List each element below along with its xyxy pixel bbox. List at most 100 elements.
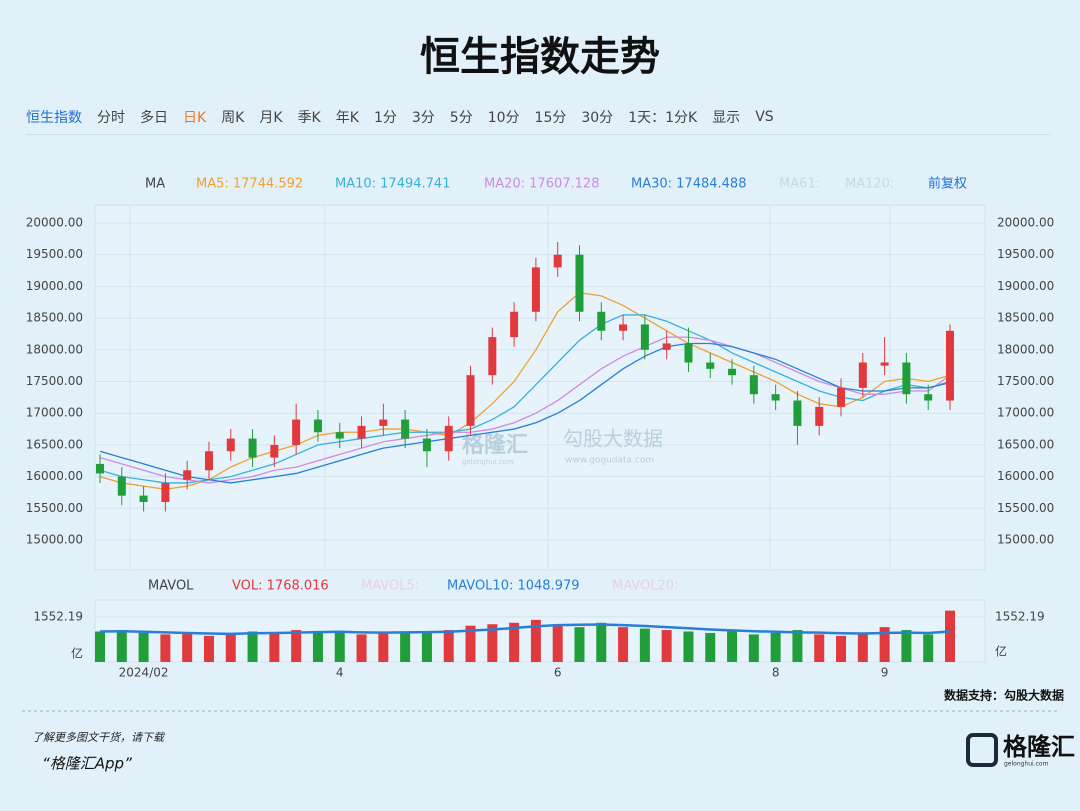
candle-body (422, 438, 431, 452)
volume-bar (705, 632, 716, 662)
toolbar-item[interactable]: 分时 (97, 110, 125, 126)
toolbar-item[interactable]: VS (755, 109, 774, 125)
volume-bar (138, 632, 149, 662)
volume-bar (530, 619, 541, 662)
toolbar-item[interactable]: 恒生指数 (26, 110, 82, 126)
volume-bar (378, 632, 389, 662)
toolbar-item[interactable]: 30分 (581, 110, 614, 126)
toolbar-item[interactable]: 10分 (487, 110, 520, 126)
toolbar-item[interactable]: 季K (297, 110, 321, 126)
x-tick-label: 6 (554, 666, 562, 680)
toolbar: 恒生指数 分时 多日 日K 周K 月K 季K 年K 1分 3分 5分 10分 15分 30分 1天：1分K 显… (26, 104, 1051, 135)
volume-bar (225, 634, 236, 662)
volume-bar (792, 630, 803, 662)
y2-tick-label: 15000.00 (997, 533, 1054, 547)
candle-body (706, 362, 715, 369)
volume-bar (945, 610, 955, 662)
legend-faded: MAVOL20: (612, 579, 678, 594)
y2-tick-label: 17000.00 (997, 406, 1054, 420)
volume-bar (356, 634, 367, 662)
volume-bar (116, 630, 127, 662)
candle-body (619, 324, 628, 331)
candle-body (204, 451, 213, 471)
volume-bar (574, 627, 585, 662)
source: 数据支持：勾股大数据 (944, 688, 1064, 703)
indicator: MA (145, 177, 165, 192)
volume-bar (857, 632, 868, 662)
ma-line (99, 342, 951, 484)
candle-body (880, 362, 889, 366)
candle-body (662, 343, 671, 350)
legend-entry: MA20: 17607.128 (484, 177, 599, 192)
toolbar-item[interactable]: 多日 (140, 110, 168, 126)
x-tick-label: 9 (881, 666, 889, 680)
x-tick-label: 8 (772, 666, 780, 680)
candle-body (226, 438, 235, 452)
toolbar-item[interactable]: 月K (259, 110, 283, 126)
toolbar-item[interactable]: 显示 (712, 110, 741, 126)
y-tick-label: 20000.00 (26, 216, 83, 230)
legend-faded: MA61: (779, 177, 820, 192)
candle-body (684, 343, 693, 363)
volume-bar (291, 630, 302, 662)
volume-bar (639, 628, 650, 662)
candle-body (466, 375, 475, 426)
watermark: 勾股大数据 (563, 427, 663, 451)
volume-bar (203, 635, 214, 662)
y2-tick-label: 15500.00 (997, 501, 1054, 515)
volume-bar (923, 634, 934, 662)
toolbar-item[interactable]: 年K (335, 110, 359, 126)
toolbar-item[interactable]: 日K (183, 110, 207, 126)
y-tick-label: 亿 (71, 646, 83, 661)
y-tick-label: 17500.00 (26, 374, 83, 388)
candle-body (488, 337, 497, 376)
volume-bar (596, 622, 607, 662)
y-tick-label: 16500.00 (26, 437, 83, 451)
volume-bar (269, 632, 280, 662)
toolbar-item[interactable]: 3分 (411, 110, 435, 126)
logo-icon (966, 733, 998, 767)
volume-bar (247, 631, 258, 662)
logo: 格隆汇 (1003, 733, 1075, 761)
volume-bar (901, 630, 912, 662)
candle-body (161, 482, 170, 502)
toolbar-item[interactable]: 周K (221, 110, 245, 126)
volume-bar (487, 624, 498, 662)
mavol-line (99, 623, 951, 636)
toolbar-item[interactable]: 5分 (449, 110, 473, 126)
y2-tick-label: 19500.00 (997, 247, 1054, 261)
candle-body (335, 432, 344, 439)
toolbar-item[interactable]: 1天：1分K (628, 110, 698, 126)
volume-bar (400, 631, 411, 662)
candle-body (357, 425, 366, 439)
volume-bar (182, 632, 193, 662)
candle-body (510, 311, 519, 338)
volume-bar (814, 634, 825, 662)
candle-body (183, 470, 192, 480)
candle-body (640, 324, 649, 350)
ma-line (99, 336, 951, 484)
volume-bar (312, 631, 323, 662)
y2-tick-label: 18500.00 (997, 311, 1054, 325)
candle-body (749, 375, 758, 395)
volume-bar (836, 635, 847, 662)
y-tick-label: 18500.00 (26, 311, 83, 325)
toolbar-item[interactable]: 1分 (373, 110, 397, 126)
candle-body (858, 362, 867, 388)
candle-body (815, 406, 824, 426)
volume-bar (95, 631, 105, 662)
y2-tick-label: 17500.00 (997, 374, 1054, 388)
promo: 了解更多图文干货，请下载 (32, 731, 166, 744)
y-tick-label: 19500.00 (26, 247, 83, 261)
y2-tick-label: 20000.00 (997, 216, 1054, 230)
toolbar-item[interactable]: 15分 (534, 110, 567, 126)
title: 恒生指数走势 (420, 34, 660, 80)
y2-tick-label: 亿 (995, 644, 1007, 659)
app: “格隆汇App” (42, 755, 132, 773)
volume-bar (727, 631, 738, 662)
volume-bar (748, 634, 759, 662)
volume-bar (334, 632, 345, 662)
candle-body (728, 368, 737, 376)
